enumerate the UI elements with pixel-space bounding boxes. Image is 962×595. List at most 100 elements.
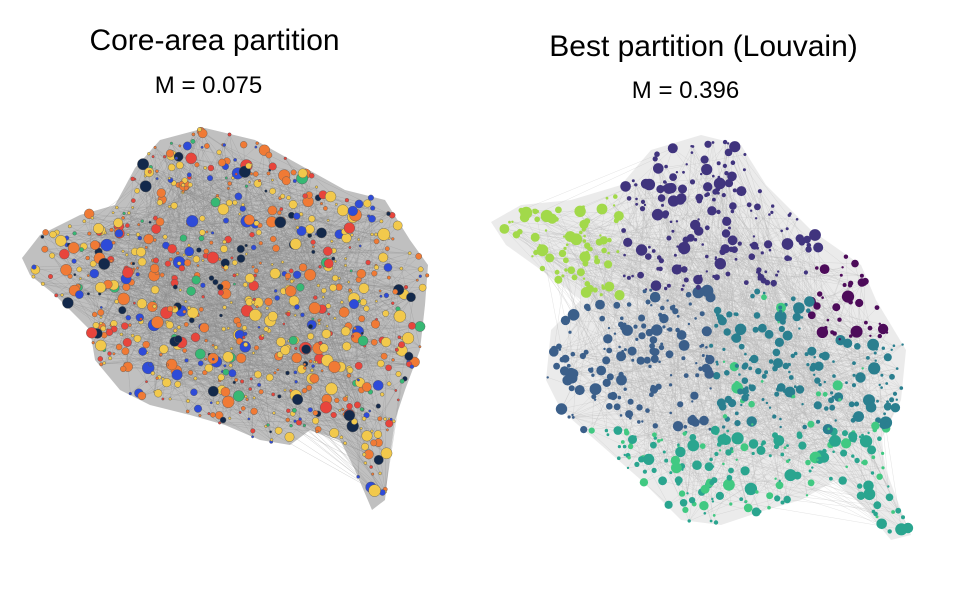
network-node (660, 438, 664, 442)
network-node (354, 199, 364, 209)
network-node (748, 384, 756, 392)
network-node (835, 335, 846, 346)
network-node (827, 427, 830, 431)
network-node (843, 254, 849, 259)
network-node (861, 277, 869, 285)
network-node (222, 395, 235, 409)
network-node (201, 295, 205, 299)
network-node (593, 398, 597, 401)
network-node (568, 385, 575, 392)
network-node (764, 279, 771, 286)
network-node (377, 228, 391, 241)
modularity-value: = 0.075 (181, 72, 263, 99)
network-node (657, 439, 661, 443)
network-node (822, 448, 827, 454)
network-node (688, 302, 692, 306)
network-node (383, 417, 387, 421)
network-node (696, 197, 703, 204)
network-node (243, 342, 249, 347)
network-node (849, 334, 853, 338)
network-node (371, 270, 378, 277)
network-node (785, 227, 789, 231)
network-node (773, 435, 785, 446)
network-node (621, 228, 626, 233)
network-node (697, 218, 700, 221)
network-node (130, 333, 135, 338)
network-node (361, 382, 372, 392)
network-node (682, 284, 685, 287)
network-node (122, 211, 126, 215)
network-node (356, 378, 360, 382)
network-node (264, 297, 273, 306)
network-node (604, 428, 609, 433)
network-node (302, 193, 308, 199)
network-node (182, 309, 187, 314)
network-node (734, 363, 739, 368)
network-node (265, 306, 269, 310)
network-node (218, 158, 226, 167)
network-node (254, 145, 258, 149)
network-node (156, 199, 163, 206)
network-node (222, 351, 234, 363)
network-node (197, 360, 204, 367)
network-node (596, 365, 607, 376)
network-node (607, 392, 615, 400)
network-node (161, 397, 165, 401)
network-node (625, 410, 634, 419)
network-node (194, 348, 206, 360)
network-node (307, 407, 313, 413)
network-node (121, 249, 125, 253)
network-node (143, 233, 154, 245)
network-node (282, 322, 286, 326)
network-node (743, 153, 747, 156)
network-node (383, 263, 393, 272)
network-node (288, 335, 298, 345)
network-node (267, 205, 278, 216)
network-node (683, 425, 688, 429)
network-node (242, 335, 246, 339)
network-node (813, 242, 824, 253)
network-node (804, 352, 809, 357)
network-node (711, 141, 715, 144)
network-node (279, 207, 284, 212)
network-node (250, 407, 258, 415)
network-node (393, 310, 407, 323)
network-node (876, 473, 883, 480)
network-node (511, 220, 514, 223)
network-node (181, 189, 185, 193)
network-node (730, 160, 736, 165)
network-node (73, 273, 77, 277)
network-node (712, 274, 716, 279)
network-node (153, 145, 157, 149)
modularity-symbol: M (154, 72, 175, 99)
network-node (664, 164, 668, 169)
network-node (270, 438, 274, 442)
network-node (581, 227, 586, 232)
network-node (359, 426, 363, 430)
network-node (774, 310, 787, 323)
network-node (666, 299, 669, 302)
network-node (861, 367, 864, 370)
network-node (666, 235, 672, 241)
network-node (270, 263, 274, 266)
network-node (709, 343, 714, 348)
network-node (196, 247, 202, 253)
network-node (579, 230, 583, 235)
network-node (144, 245, 148, 249)
network-node (623, 387, 627, 391)
network-node (852, 373, 856, 377)
network-node (638, 314, 646, 322)
network-node (737, 241, 742, 246)
network-node (42, 229, 49, 236)
network-node (638, 332, 646, 340)
network-node (867, 338, 879, 351)
network-node (296, 283, 305, 292)
network-node (122, 266, 134, 279)
network-node (199, 229, 206, 236)
network-node (588, 427, 595, 434)
network-node (250, 244, 257, 251)
network-node (806, 308, 811, 314)
network-node (226, 326, 230, 330)
network-node (671, 264, 682, 275)
network-node (302, 423, 306, 428)
